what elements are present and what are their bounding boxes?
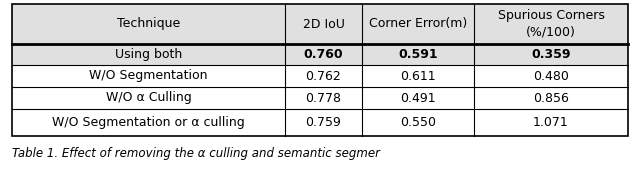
Text: 2D IoU: 2D IoU bbox=[303, 18, 344, 30]
Text: 0.359: 0.359 bbox=[531, 48, 571, 61]
Bar bbox=[12, 44, 628, 65]
Text: 0.778: 0.778 bbox=[305, 92, 342, 105]
Text: 0.856: 0.856 bbox=[533, 92, 569, 105]
Text: 0.550: 0.550 bbox=[400, 116, 436, 129]
Text: 0.611: 0.611 bbox=[400, 69, 436, 82]
Text: Corner Error(m): Corner Error(m) bbox=[369, 18, 467, 30]
Text: 0.480: 0.480 bbox=[533, 69, 569, 82]
Bar bbox=[12, 65, 628, 87]
Text: W/O Segmentation or α culling: W/O Segmentation or α culling bbox=[52, 116, 245, 129]
Text: Table 1. Effect of removing the α culling and semantic segmer: Table 1. Effect of removing the α cullin… bbox=[12, 147, 380, 160]
Text: 0.491: 0.491 bbox=[400, 92, 436, 105]
Text: 0.591: 0.591 bbox=[398, 48, 438, 61]
Text: 0.760: 0.760 bbox=[304, 48, 343, 61]
Bar bbox=[12, 4, 628, 44]
Text: 0.759: 0.759 bbox=[305, 116, 341, 129]
Text: W/O Segmentation: W/O Segmentation bbox=[89, 69, 208, 82]
Bar bbox=[12, 4, 628, 136]
Text: Using both: Using both bbox=[115, 48, 182, 61]
Text: 1.071: 1.071 bbox=[533, 116, 569, 129]
Text: 0.762: 0.762 bbox=[306, 69, 341, 82]
Text: Technique: Technique bbox=[117, 18, 180, 30]
Text: Spurious Corners
(%/100): Spurious Corners (%/100) bbox=[497, 10, 604, 38]
Bar bbox=[12, 109, 628, 136]
Text: W/O α Culling: W/O α Culling bbox=[106, 92, 191, 105]
Bar bbox=[12, 87, 628, 109]
